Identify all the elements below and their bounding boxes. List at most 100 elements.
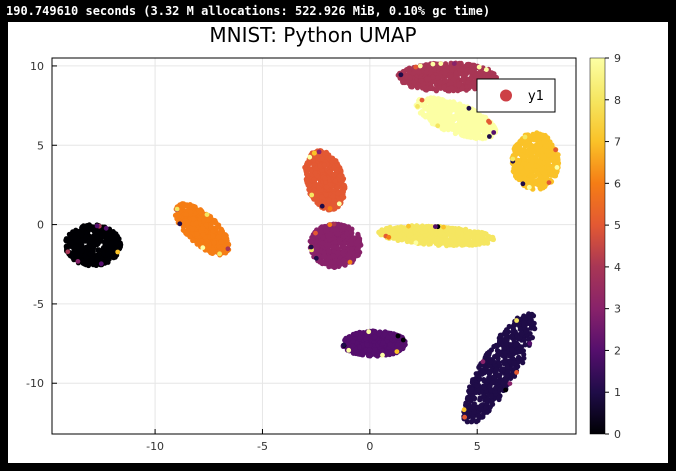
scatter-point [210, 250, 216, 256]
scatter-point [63, 236, 70, 242]
scatter-point [422, 225, 428, 232]
scatter-point [391, 235, 397, 241]
scatter-point [433, 224, 438, 230]
scatter-point [90, 245, 96, 251]
scatter-point [510, 372, 516, 378]
scatter-point [84, 230, 90, 237]
cluster-digit-9 [413, 95, 499, 142]
grid-lines [52, 58, 576, 434]
scatter-point [187, 209, 194, 215]
scatter-point [497, 386, 503, 392]
scatter-point [306, 187, 312, 193]
scatter-point [469, 418, 475, 424]
scatter-point [324, 227, 330, 233]
scatter-point [542, 169, 548, 175]
scatter-point [350, 257, 357, 263]
scatter-point [441, 84, 447, 90]
scatter-point [554, 165, 560, 170]
scatter-point [330, 157, 336, 163]
scatter-point [510, 329, 516, 335]
scatter-point [84, 261, 90, 267]
scatter-point [515, 359, 521, 365]
scatter-point [507, 381, 513, 386]
scatter-point [485, 237, 491, 243]
scatter-point [330, 193, 336, 199]
plot-window: MNIST: Python UMAP -10 -5 0 5 -10 -5 0 5 10 y1 … [8, 22, 668, 463]
scatter-point [374, 353, 381, 359]
scatter-point [445, 225, 451, 231]
cluster-digit-6 [172, 201, 232, 258]
scatter-point [308, 244, 314, 250]
chart-title: MNIST: Python UMAP [209, 23, 416, 47]
scatter-point [483, 405, 489, 411]
scatter-point [484, 409, 490, 415]
scatter-point [395, 342, 401, 348]
scatter-point [398, 72, 404, 78]
scatter-point [426, 76, 432, 82]
scatter-point [522, 161, 528, 167]
scatter-point [65, 249, 71, 255]
scatter-point [442, 78, 448, 84]
scatter-point [317, 163, 323, 169]
scatter-point [430, 61, 436, 67]
scatter-point [326, 169, 333, 175]
scatter-point [87, 251, 93, 257]
scatter-point [532, 326, 538, 332]
scatter-point [185, 220, 191, 226]
scatter-point [432, 238, 438, 244]
scatter-point [341, 342, 347, 348]
scatter-point [473, 419, 479, 425]
scatter-point [433, 231, 439, 237]
scatter-point [484, 67, 489, 72]
scatter-point [456, 238, 462, 244]
scatter-point [535, 178, 541, 184]
scatter-point [518, 164, 524, 171]
scatter-point [208, 224, 214, 231]
scatter-point [400, 79, 406, 85]
scatter-point [413, 225, 420, 232]
scatter-point [474, 383, 480, 389]
scatter-point [426, 241, 432, 247]
scatter-point [496, 359, 502, 366]
scatter-point [91, 228, 97, 234]
scatter-point [79, 232, 85, 238]
scatter-point [475, 229, 481, 235]
scatter-point [412, 68, 418, 74]
scatter-point [470, 80, 476, 86]
scatter-point [372, 347, 378, 353]
scatter-point [416, 69, 422, 75]
scatter-point [320, 240, 326, 246]
console-timing-line: 190.749610 seconds (3.32 M allocations: … [6, 4, 491, 18]
scatter-point [479, 231, 485, 236]
scatter-point [394, 349, 400, 354]
scatter-point [395, 333, 401, 339]
scatter-point [497, 332, 503, 338]
scatter-point [94, 223, 100, 229]
scatter-point [417, 63, 423, 69]
scatter-point [545, 158, 551, 164]
cluster-digit-0 [63, 222, 124, 269]
scatter-point [468, 75, 474, 82]
scatter-point [312, 165, 319, 172]
scatter-point [341, 257, 347, 263]
scatter-point [428, 85, 434, 91]
scatter-point [355, 233, 361, 239]
scatter-point [533, 163, 539, 169]
scatter-point [362, 347, 369, 353]
scatter-point [494, 343, 500, 349]
scatter-point [350, 235, 356, 241]
scatter-point [519, 356, 525, 362]
scatter-point [334, 184, 340, 190]
scatter-point [194, 231, 200, 237]
scatter-point [495, 355, 501, 362]
scatter-point [469, 386, 475, 392]
scatter-point [319, 203, 325, 209]
scatter-point [463, 226, 469, 232]
scatter-point [493, 385, 499, 391]
scatter-point [187, 234, 193, 240]
scatter-point [517, 138, 523, 145]
scatter-point [320, 235, 326, 241]
scatter-point [502, 355, 508, 361]
scatter-point [478, 403, 484, 409]
